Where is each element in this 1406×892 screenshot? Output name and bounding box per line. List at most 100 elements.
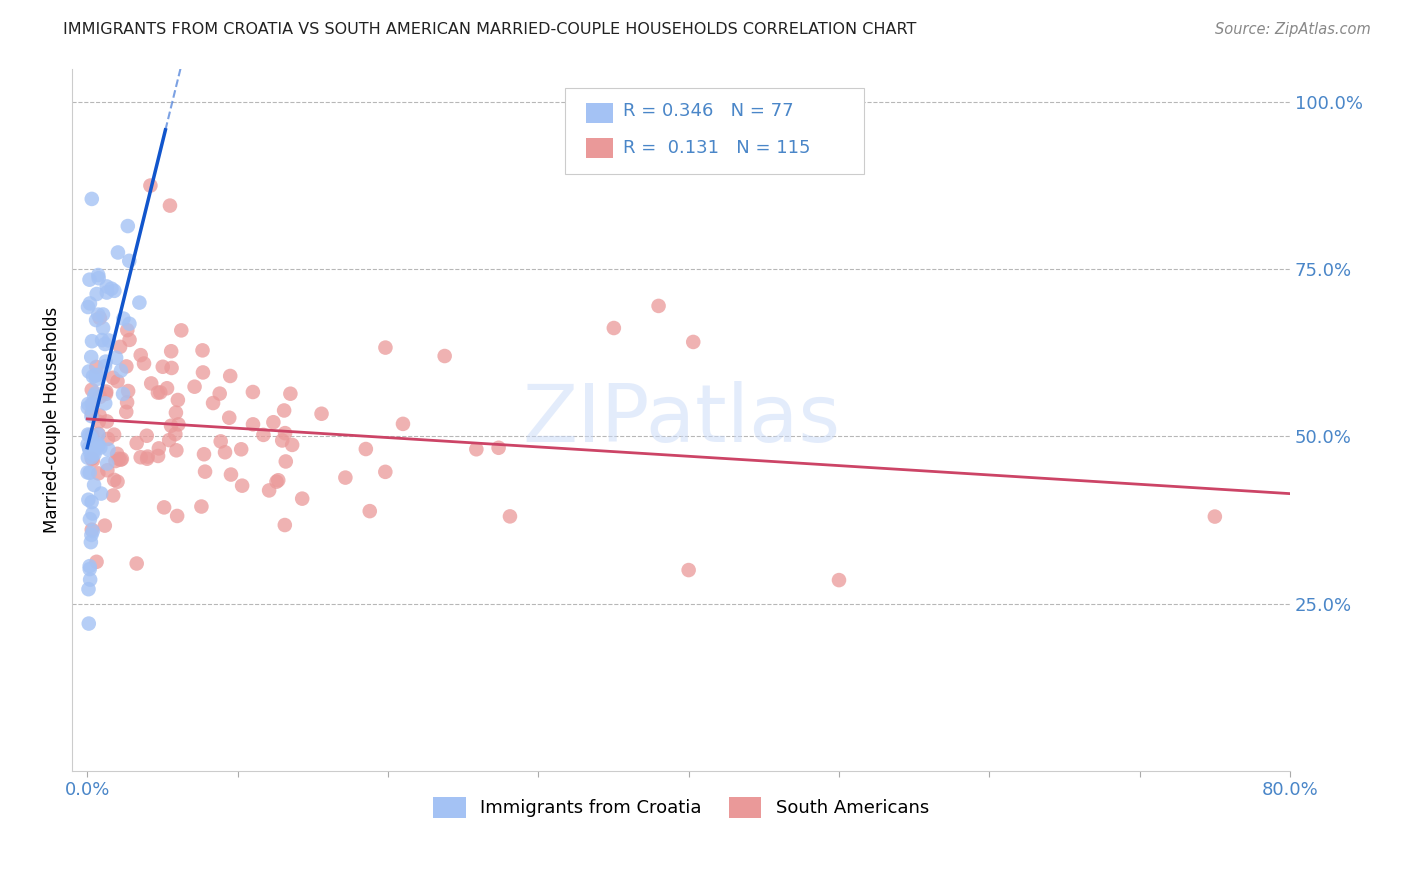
Point <box>152 359 174 374</box>
Point <box>160 361 183 376</box>
Point <box>84 368 107 383</box>
Point <box>83 389 105 403</box>
Text: ZIPatlas: ZIPatlas <box>522 381 841 458</box>
Point <box>141 376 163 391</box>
Point <box>359 504 381 518</box>
Point <box>96 414 118 428</box>
Point <box>218 410 240 425</box>
Point <box>77 397 100 411</box>
Point <box>165 406 187 420</box>
Point <box>79 441 101 455</box>
Point <box>103 427 125 442</box>
Point <box>96 279 118 293</box>
Point <box>86 287 108 301</box>
Point <box>193 447 215 461</box>
Point <box>136 450 159 464</box>
Point <box>82 524 104 538</box>
Point <box>110 363 132 377</box>
Point <box>105 351 128 365</box>
Point <box>274 454 297 468</box>
Point <box>80 334 103 349</box>
Point <box>118 333 141 347</box>
Point <box>167 417 190 432</box>
Point <box>165 427 187 442</box>
Point <box>129 348 152 362</box>
Point <box>183 380 205 394</box>
Point <box>157 433 180 447</box>
Point <box>274 518 297 533</box>
Point <box>80 523 103 537</box>
Point <box>281 438 304 452</box>
Point <box>160 418 183 433</box>
Point <box>87 439 110 453</box>
Point <box>80 431 103 445</box>
Point <box>89 441 111 455</box>
Point <box>79 296 101 310</box>
Point <box>136 451 159 466</box>
Point <box>274 426 297 441</box>
Point <box>160 344 183 359</box>
Point <box>86 359 108 374</box>
Point <box>112 311 135 326</box>
Point <box>103 473 125 487</box>
Point <box>111 452 134 467</box>
Point <box>89 311 111 326</box>
Point <box>79 573 101 587</box>
Text: R =  0.131   N = 115: R = 0.131 N = 115 <box>623 139 810 157</box>
Point <box>107 374 129 388</box>
Point <box>87 268 110 282</box>
Point <box>117 323 139 337</box>
FancyBboxPatch shape <box>565 88 863 174</box>
Point <box>96 285 118 300</box>
Point <box>91 321 114 335</box>
Point <box>107 451 129 466</box>
Point <box>83 447 105 461</box>
Point <box>83 478 105 492</box>
Point <box>84 372 107 386</box>
Point <box>280 386 302 401</box>
Point <box>156 381 179 395</box>
Point <box>170 323 193 337</box>
Point <box>84 313 107 327</box>
Point <box>125 557 148 571</box>
Point <box>86 555 108 569</box>
Point <box>76 450 98 465</box>
Bar <box>586 103 613 122</box>
Point <box>96 463 118 477</box>
Point <box>87 271 110 285</box>
Point <box>79 559 101 574</box>
Point <box>91 308 114 322</box>
Point <box>94 359 117 374</box>
Point <box>118 317 141 331</box>
Point <box>682 334 704 349</box>
Point <box>165 443 187 458</box>
Point <box>77 364 100 378</box>
Point <box>94 396 117 410</box>
Point <box>103 488 125 502</box>
Point <box>80 350 103 364</box>
Point <box>94 354 117 368</box>
Point <box>135 428 157 442</box>
Point <box>335 470 357 484</box>
Point <box>118 253 141 268</box>
Point <box>433 349 456 363</box>
Point <box>82 453 104 467</box>
Point <box>79 466 101 480</box>
Point <box>80 451 103 466</box>
Point <box>166 508 188 523</box>
Point <box>117 384 139 398</box>
Point <box>91 333 114 347</box>
Point <box>110 452 132 467</box>
Point <box>828 573 851 587</box>
Point <box>97 442 120 457</box>
Point <box>231 478 253 492</box>
Point <box>79 445 101 459</box>
Y-axis label: Married-couple Households: Married-couple Households <box>44 307 60 533</box>
Point <box>194 465 217 479</box>
Point <box>392 417 415 431</box>
Point <box>242 384 264 399</box>
Point <box>82 447 104 461</box>
Point <box>647 299 669 313</box>
Point <box>267 473 290 487</box>
Point <box>76 437 98 451</box>
